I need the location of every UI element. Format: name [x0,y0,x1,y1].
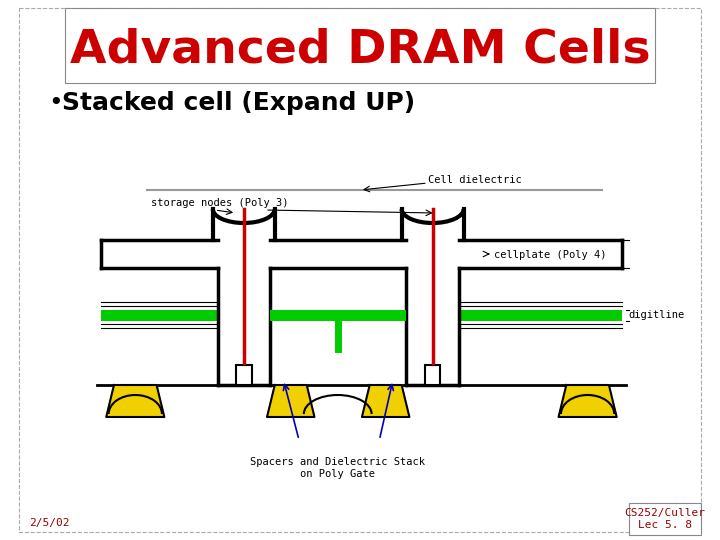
Bar [236,365,251,385]
Bar [65,8,655,83]
Polygon shape [362,385,410,417]
Text: Advanced DRAM Cells: Advanced DRAM Cells [70,28,650,72]
Text: Cell dielectric: Cell dielectric [428,175,521,185]
Text: •: • [48,91,63,115]
Text: Spacers and Dielectric Stack
on Poly Gate: Spacers and Dielectric Stack on Poly Gat… [251,457,426,478]
Bar [425,365,441,385]
Polygon shape [267,385,315,417]
Polygon shape [559,385,616,417]
Text: 2/5/02: 2/5/02 [29,518,69,528]
Bar [459,310,621,321]
Polygon shape [107,385,164,417]
Text: digitline: digitline [629,310,685,320]
Bar [270,310,407,321]
Bar [102,310,217,321]
Bar [629,503,701,535]
Text: Stacked cell (Expand UP): Stacked cell (Expand UP) [62,91,415,115]
Text: CS252/Culler
Lec 5. 8: CS252/Culler Lec 5. 8 [625,508,706,530]
Bar [270,310,407,321]
Text: cellplate (Poly 4): cellplate (Poly 4) [494,250,606,260]
Text: storage nodes (Poly 3): storage nodes (Poly 3) [150,198,288,208]
